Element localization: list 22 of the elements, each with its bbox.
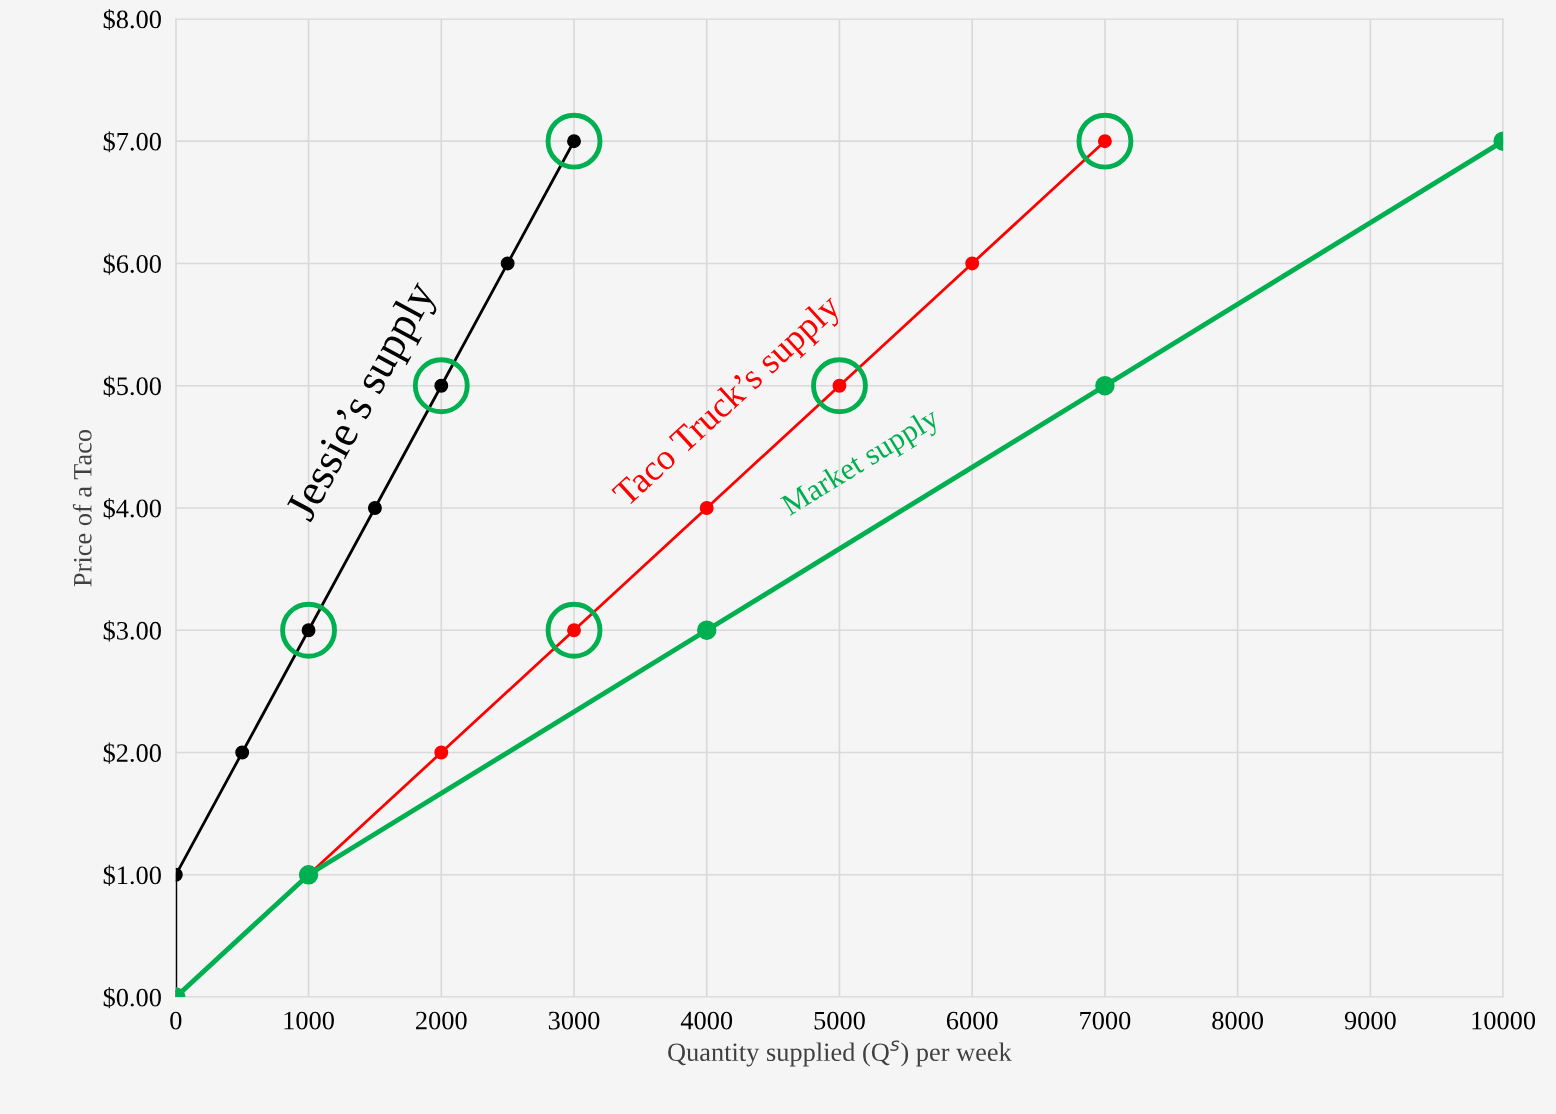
x-tick-label: 10000: [1472, 1011, 1536, 1030]
x-tick-label: 8000: [1212, 1011, 1264, 1030]
y-tick-label: $1.00: [103, 864, 161, 886]
x-tick-label: 5000: [814, 1011, 865, 1030]
x-tick-label: 2000: [416, 1011, 467, 1030]
x-tick-label: 7000: [1080, 1011, 1131, 1030]
y-tick-label: $4.00: [103, 498, 161, 520]
y-tick-label: $5.00: [103, 375, 161, 397]
x-tick-label: 0: [170, 1011, 182, 1030]
x-tick-label: 3000: [548, 1011, 600, 1030]
y-tick-label: $0.00: [103, 987, 161, 1009]
x-tick-label: 6000: [946, 1011, 998, 1030]
x-axis-title: Quantity supplied (Q$^{s}$) per week: [668, 1040, 1012, 1067]
y-tick-label: $7.00: [103, 131, 161, 153]
y-tick-label: $2.00: [103, 742, 161, 764]
x-tick-label: 1000: [284, 1011, 334, 1030]
x-tick-label: 9000: [1344, 1011, 1396, 1030]
x-tick-label: 4000: [680, 1011, 733, 1030]
y-tick-label: $8.00: [103, 8, 161, 31]
y-tick-label: $6.00: [103, 253, 161, 275]
y-axis-title: Price of a Taco: [72, 429, 92, 587]
y-tick-label: $3.00: [103, 620, 161, 642]
